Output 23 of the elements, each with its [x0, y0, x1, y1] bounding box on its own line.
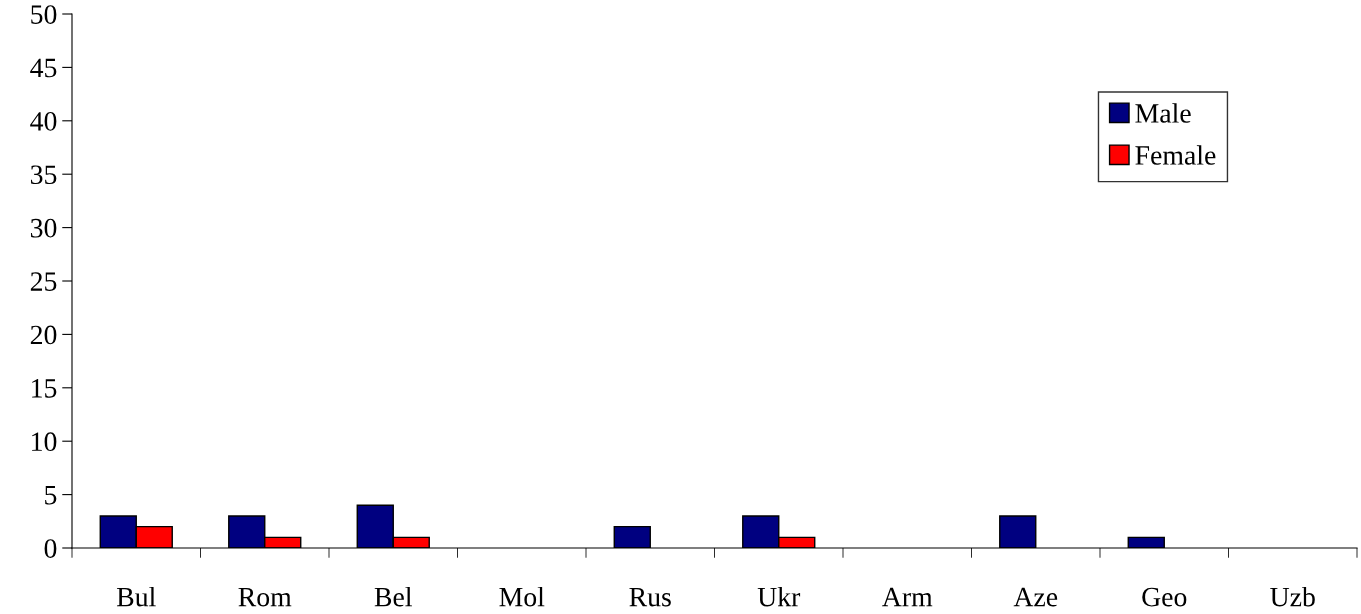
legend-label: Male: [1135, 103, 1191, 123]
y-tick-label: 0: [44, 539, 57, 558]
y-tick-label: 35: [30, 165, 57, 185]
y-tick-label: 30: [30, 218, 57, 238]
y-tick-label: 25: [30, 272, 57, 291]
y-tick-label: 15: [32, 379, 57, 398]
x-tick-label: Bel: [374, 586, 412, 607]
x-tick-label: Ukr: [757, 586, 801, 607]
y-tick-label: 10: [32, 432, 57, 452]
y-tick-label: 45: [30, 58, 57, 78]
x-tick-label: Geo: [1142, 587, 1187, 607]
x-tick-label: Uzb: [1270, 586, 1315, 607]
x-tick-label: Mol: [499, 586, 545, 607]
legend-label: Female: [1135, 145, 1216, 165]
y-tick-label: 5: [45, 486, 57, 505]
y-tick-label: 40: [30, 111, 57, 131]
y-tick-label: 50: [31, 5, 57, 24]
x-tick-label: Aze: [1013, 587, 1058, 607]
x-tick-label: Rom: [238, 587, 292, 607]
x-tick-label: Rus: [629, 587, 671, 607]
x-tick-label: Bul: [116, 586, 156, 607]
x-tick-label: Arm: [882, 587, 933, 607]
y-tick-label: 20: [30, 325, 57, 345]
